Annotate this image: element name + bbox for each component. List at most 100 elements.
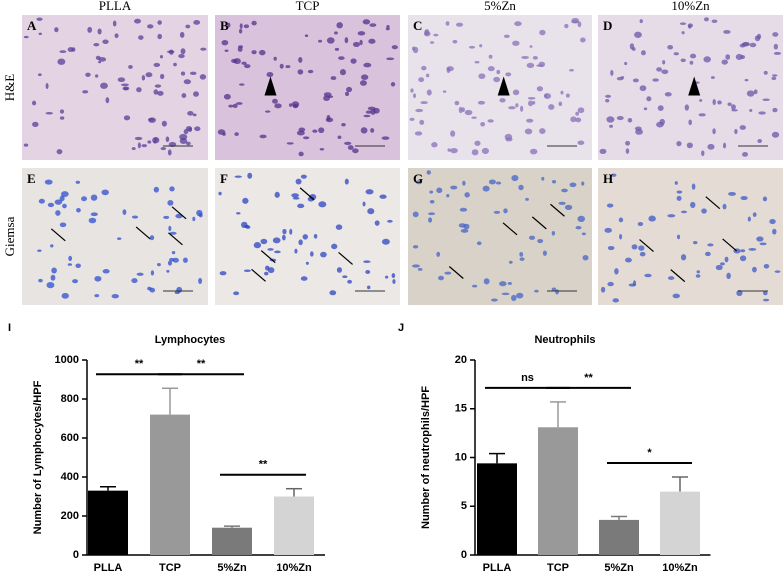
cell (721, 59, 728, 65)
cell (307, 69, 314, 74)
cell (312, 129, 318, 133)
cell (365, 270, 371, 275)
cell (267, 248, 274, 251)
cell (67, 263, 73, 266)
cell (46, 282, 55, 289)
cell (722, 142, 727, 149)
y-tick-label: 5 (461, 500, 467, 512)
cell (436, 187, 443, 194)
cell (318, 127, 325, 134)
cell (335, 224, 343, 230)
cell (741, 42, 750, 47)
cell (720, 262, 725, 266)
cell (684, 104, 690, 111)
cell (176, 286, 183, 293)
cell (637, 221, 644, 227)
cell (23, 35, 29, 39)
cell (141, 144, 148, 148)
cell (319, 148, 325, 151)
cell (260, 238, 268, 245)
cell (518, 184, 524, 191)
cell (629, 43, 635, 50)
cell (426, 89, 432, 96)
cell (526, 62, 535, 69)
cell (756, 236, 764, 242)
cell (445, 21, 450, 26)
cell (676, 190, 683, 194)
cell (344, 91, 350, 97)
cell (61, 292, 69, 299)
cell (526, 118, 534, 123)
cell (121, 83, 129, 87)
cell (218, 191, 222, 196)
cell (141, 75, 146, 81)
cell (150, 270, 155, 276)
cell (734, 128, 738, 135)
cell (487, 66, 495, 72)
cell (302, 136, 310, 140)
cell (662, 60, 666, 65)
cell (114, 33, 119, 39)
arrow (168, 232, 183, 246)
cell (488, 179, 496, 185)
cell (273, 56, 277, 61)
cell (198, 277, 203, 285)
cell (508, 260, 513, 264)
arrow (251, 268, 266, 282)
panel-letter: A (27, 18, 37, 33)
cell (359, 80, 367, 86)
cell (196, 209, 203, 217)
cell (360, 74, 369, 80)
cell (179, 133, 188, 141)
cell (367, 285, 371, 290)
cell (499, 98, 506, 103)
cell (302, 234, 308, 240)
cell (698, 113, 706, 117)
cell (243, 24, 250, 29)
cell (528, 100, 534, 107)
cell (68, 255, 73, 262)
cell (331, 243, 338, 250)
cell (676, 140, 682, 147)
cell (519, 257, 525, 261)
cell (102, 39, 109, 44)
cell (417, 267, 423, 271)
cell (235, 102, 243, 105)
y-tick-label: 15 (455, 403, 467, 415)
cell (178, 54, 185, 59)
cell (631, 244, 638, 250)
cell (318, 39, 323, 43)
cell (462, 180, 466, 186)
cell (410, 88, 414, 93)
cell (368, 38, 376, 44)
cell (344, 178, 349, 185)
cell (482, 185, 490, 192)
cell (762, 98, 770, 101)
cell (736, 289, 743, 297)
cell (639, 19, 643, 24)
cell (265, 265, 270, 271)
cell (239, 23, 243, 30)
cell (450, 147, 458, 154)
cell (722, 203, 727, 210)
cell (157, 20, 162, 25)
arrow (550, 203, 565, 217)
cell (740, 196, 748, 201)
panel-letter: D (603, 18, 612, 33)
cell (424, 29, 430, 36)
cell (606, 116, 615, 123)
bar (212, 527, 252, 555)
cell (639, 251, 646, 257)
cell (652, 78, 659, 82)
arrow (135, 226, 151, 240)
cell (304, 34, 309, 38)
cell (409, 117, 415, 121)
cell (160, 146, 167, 151)
cell (723, 29, 731, 34)
cell (166, 50, 175, 54)
cell (32, 100, 37, 106)
cell (529, 148, 538, 155)
cell (728, 191, 736, 196)
cell (152, 137, 160, 144)
cell (561, 188, 568, 193)
